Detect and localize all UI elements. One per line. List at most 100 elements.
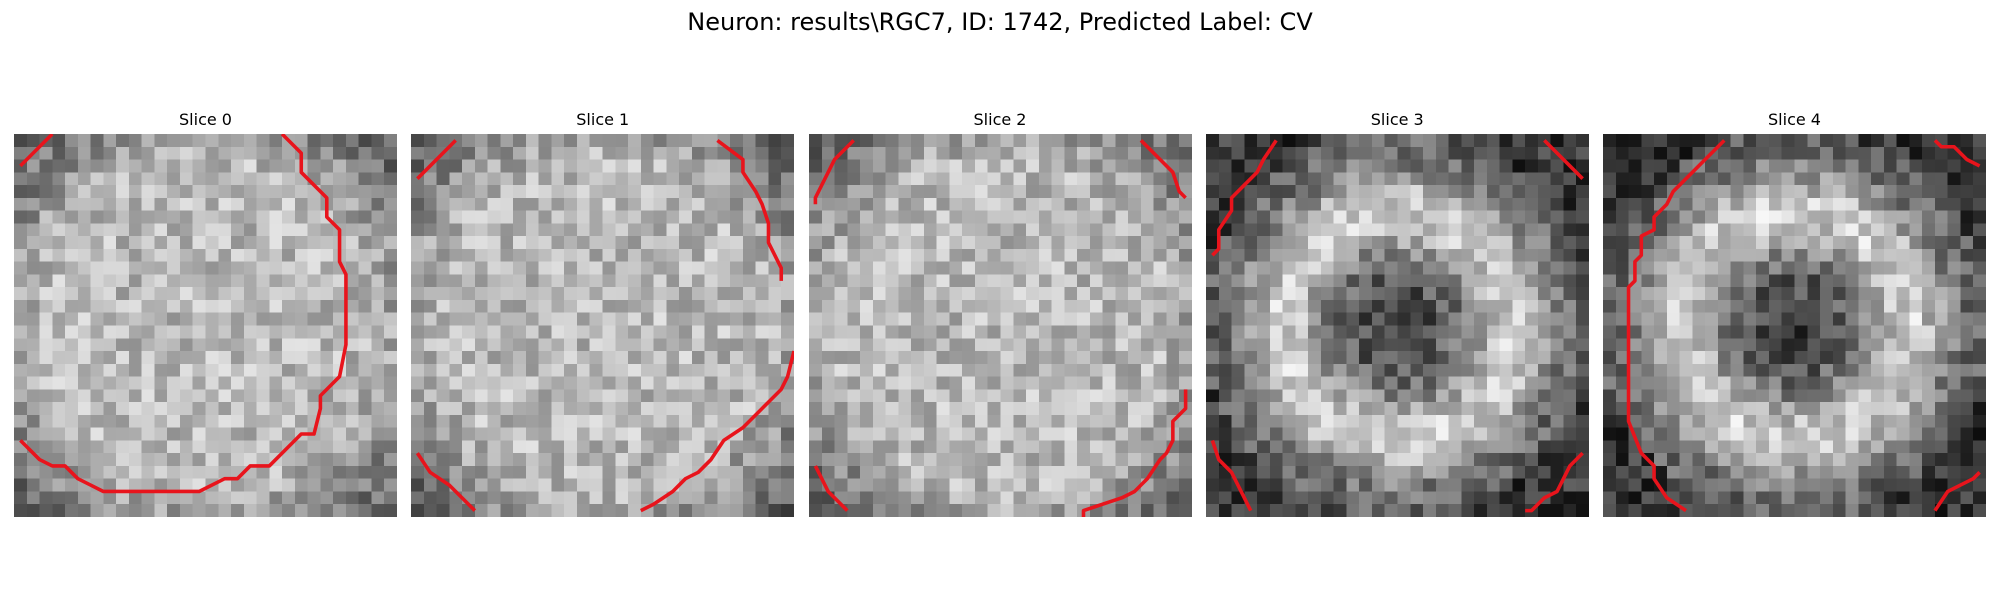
pixel [589,261,604,275]
pixel [1320,197,1334,211]
pixel [1947,274,1961,288]
pixel [1641,146,1655,160]
pixel [974,172,988,186]
pixel [1934,159,1948,173]
pixel [14,248,28,262]
pixel [1231,427,1245,441]
pixel [1692,274,1706,288]
pixel [1102,312,1116,326]
pixel [1781,338,1795,352]
pixel [1371,453,1385,467]
pixel [692,338,706,352]
pixel [77,453,91,467]
pixel [1231,172,1245,186]
pixel [551,299,565,313]
pixel [1397,299,1411,313]
pixel [1883,197,1897,211]
pixel [1486,504,1500,517]
pixel [1244,478,1258,492]
pixel [307,389,321,403]
pixel [1076,274,1090,288]
pixel [1000,351,1014,365]
pixel [1973,427,1986,441]
pixel [641,299,655,313]
pixel [1730,287,1744,301]
pixel [1076,261,1090,275]
pixel [1575,146,1589,160]
pixel [1922,172,1936,186]
pixel [653,159,667,173]
pixel [1820,465,1834,479]
pixel [1858,363,1872,377]
pixel [1960,223,1974,237]
pixel [358,223,372,237]
pixel [974,197,988,211]
pixel [231,440,245,454]
pixel [948,274,962,288]
pixel [345,338,359,352]
pixel [487,414,501,428]
pixel [628,402,642,416]
pixel [1307,172,1321,186]
pixel [653,236,667,250]
pixel [192,453,206,467]
pixel [910,146,924,160]
pixel [1666,453,1680,467]
pixel [1295,312,1309,326]
pixel [1102,299,1116,313]
pixel [116,134,130,148]
pixel [218,299,232,313]
pixel [743,146,757,160]
pixel [1654,134,1668,148]
pixel [243,210,257,224]
pixel [52,197,66,211]
pixel [834,376,848,390]
pixel [1038,338,1052,352]
pixel [577,465,591,479]
pixel [475,491,489,505]
pixel [77,172,91,186]
pixel [666,440,680,454]
pixel [1422,504,1436,517]
pixel [1063,210,1077,224]
pixel [1435,491,1449,505]
pixel [1832,134,1846,148]
pixel [1218,185,1232,199]
pixel [666,261,680,275]
pixel [1422,223,1436,237]
pixel [1051,134,1065,148]
pixel [781,172,795,186]
pixel [1076,491,1090,505]
pixel [1641,287,1655,301]
pixel [1705,261,1719,275]
pixel [859,185,873,199]
pixel [1499,478,1513,492]
pixel [1114,325,1128,339]
pixel [90,325,104,339]
pixel [589,402,604,416]
pixel [1679,491,1693,505]
pixel [256,312,270,326]
pixel [14,210,28,224]
pixel [52,210,66,224]
pixel [1934,210,1948,224]
pixel [1076,338,1090,352]
pixel [1218,414,1232,428]
pixel [205,491,219,505]
pixel [1371,223,1385,237]
pixel [1563,504,1577,517]
pixel [436,376,450,390]
pixel [205,389,219,403]
pixel [1320,376,1334,390]
pixel [192,491,206,505]
pixel [1820,159,1834,173]
pixel [1922,338,1936,352]
pixel [1231,210,1245,224]
pixel [179,159,193,173]
pixel [1153,427,1167,441]
pixel [1550,312,1564,326]
pixel [500,440,514,454]
pixel [1537,146,1551,160]
pixel [1371,210,1385,224]
pixel [589,197,604,211]
